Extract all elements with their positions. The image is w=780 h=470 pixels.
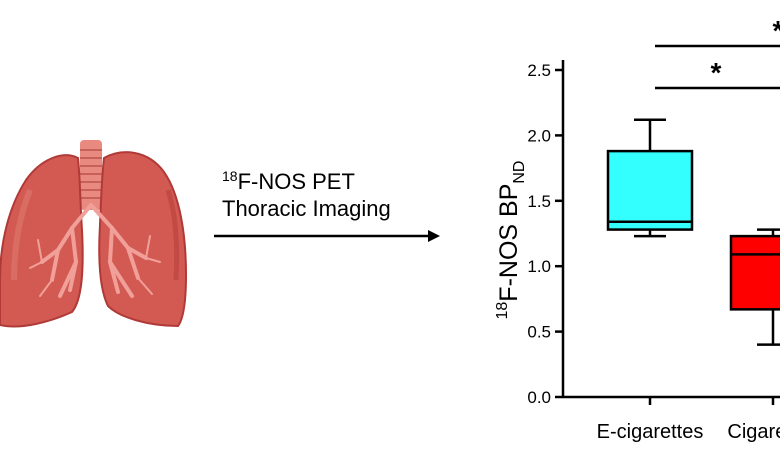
- left-lung-icon: [0, 154, 84, 328]
- boxes: [606, 118, 780, 346]
- y-label-main: F-NOS BP: [495, 184, 523, 302]
- y-tick-label: 0.5: [527, 323, 551, 342]
- y-label-superscript: 18: [494, 302, 511, 320]
- box-cigarettes: [729, 228, 780, 346]
- significance-brackets: **: [655, 15, 780, 90]
- iqr-box: [606, 149, 694, 231]
- arrow-label-text-1: F-NOS PET: [237, 169, 355, 194]
- y-axis: 0.0 0.5 1.0 1.5 2.0 2.5: [527, 60, 565, 407]
- y-tick-label: 2.5: [527, 61, 551, 80]
- x-axis: E-cigarettes Cigarettes: [563, 395, 780, 443]
- y-tick-label: 1.5: [527, 192, 551, 211]
- x-tick-label: Cigarettes: [727, 421, 780, 443]
- trachea-icon: [80, 140, 102, 210]
- x-tick-label: E-cigarettes: [597, 421, 704, 443]
- y-tick-label: 1.0: [527, 257, 551, 276]
- significance-star: *: [711, 57, 722, 88]
- significance-star: *: [773, 15, 780, 46]
- box-e-cigarettes: [606, 118, 694, 238]
- arrow-label-line-2: Thoracic Imaging: [222, 196, 391, 221]
- iqr-box: [729, 234, 780, 311]
- y-axis-label: 18F-NOS BPND: [494, 161, 528, 320]
- y-label-subscript: ND: [511, 161, 528, 184]
- y-tick-label: 2.0: [527, 126, 551, 145]
- lungs-icon: [0, 140, 188, 328]
- arrow-label-line-1: 18F-NOS PET: [222, 163, 355, 195]
- isotope-superscript: 18: [222, 168, 238, 184]
- y-tick-label: 0.0: [527, 388, 551, 407]
- bronchi-icon: [40, 203, 148, 298]
